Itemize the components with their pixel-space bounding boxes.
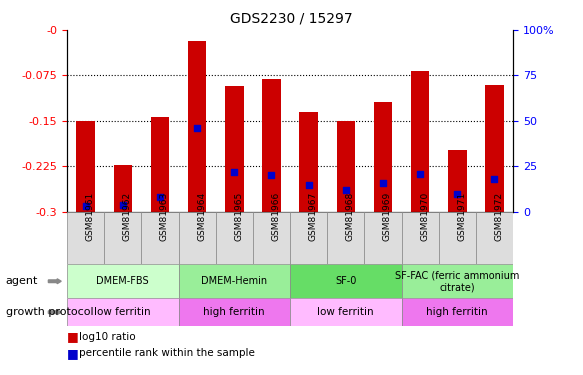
Text: GSM81966: GSM81966 xyxy=(272,192,280,241)
Bar xyxy=(402,212,438,264)
Point xyxy=(118,202,128,208)
Text: GSM81968: GSM81968 xyxy=(346,192,355,241)
Point xyxy=(192,125,202,131)
Bar xyxy=(253,212,290,264)
Bar xyxy=(178,264,290,298)
Text: agent: agent xyxy=(6,276,38,286)
Text: GDS2230 / 15297: GDS2230 / 15297 xyxy=(230,11,353,25)
Bar xyxy=(188,41,206,212)
Bar xyxy=(67,264,178,298)
Bar xyxy=(438,212,476,264)
Point xyxy=(267,172,276,178)
Bar xyxy=(364,212,402,264)
Text: DMEM-Hemin: DMEM-Hemin xyxy=(201,276,268,286)
Bar xyxy=(114,165,132,212)
Bar xyxy=(225,86,244,212)
Point xyxy=(230,169,239,175)
Text: growth protocol: growth protocol xyxy=(6,307,93,317)
Point xyxy=(452,190,462,196)
Bar xyxy=(67,212,104,264)
Text: GSM81964: GSM81964 xyxy=(197,192,206,241)
Bar xyxy=(150,117,169,212)
Bar xyxy=(290,212,327,264)
Bar xyxy=(290,298,402,326)
Point xyxy=(490,176,499,182)
Text: log10 ratio: log10 ratio xyxy=(79,332,135,342)
Point xyxy=(81,203,90,209)
Text: GSM81962: GSM81962 xyxy=(123,192,132,241)
Text: GSM81972: GSM81972 xyxy=(494,192,504,241)
Text: SF-FAC (ferric ammonium
citrate): SF-FAC (ferric ammonium citrate) xyxy=(395,270,519,292)
Text: GSM81969: GSM81969 xyxy=(383,192,392,241)
Bar xyxy=(485,85,504,212)
Text: DMEM-FBS: DMEM-FBS xyxy=(96,276,149,286)
Point xyxy=(378,180,388,186)
Point xyxy=(155,194,164,200)
Bar xyxy=(476,212,513,264)
Text: GSM81963: GSM81963 xyxy=(160,192,169,241)
Text: ■: ■ xyxy=(67,347,79,360)
Text: low ferritin: low ferritin xyxy=(94,307,151,317)
Text: high ferritin: high ferritin xyxy=(203,307,265,317)
Bar xyxy=(327,212,364,264)
Bar xyxy=(178,212,216,264)
Bar xyxy=(262,78,281,212)
Text: GSM81965: GSM81965 xyxy=(234,192,243,241)
Text: high ferritin: high ferritin xyxy=(427,307,488,317)
Bar xyxy=(299,112,318,212)
Text: SF-0: SF-0 xyxy=(335,276,356,286)
Bar xyxy=(402,298,513,326)
Bar xyxy=(336,121,355,212)
Text: GSM81970: GSM81970 xyxy=(420,192,429,241)
Bar xyxy=(216,212,253,264)
Bar xyxy=(402,264,513,298)
Point xyxy=(416,171,425,177)
Point xyxy=(341,187,350,193)
Text: ■: ■ xyxy=(67,330,79,343)
Bar xyxy=(374,102,392,212)
Bar xyxy=(411,71,430,212)
Bar xyxy=(67,298,178,326)
Text: percentile rank within the sample: percentile rank within the sample xyxy=(79,348,255,358)
Bar xyxy=(448,150,466,212)
Bar xyxy=(178,298,290,326)
Bar xyxy=(141,212,178,264)
Bar xyxy=(104,212,141,264)
Text: GSM81971: GSM81971 xyxy=(457,192,466,241)
Text: low ferritin: low ferritin xyxy=(318,307,374,317)
Text: GSM81967: GSM81967 xyxy=(308,192,318,241)
Point xyxy=(304,182,313,188)
Bar xyxy=(76,121,95,212)
Bar xyxy=(290,264,402,298)
Text: GSM81961: GSM81961 xyxy=(86,192,94,241)
